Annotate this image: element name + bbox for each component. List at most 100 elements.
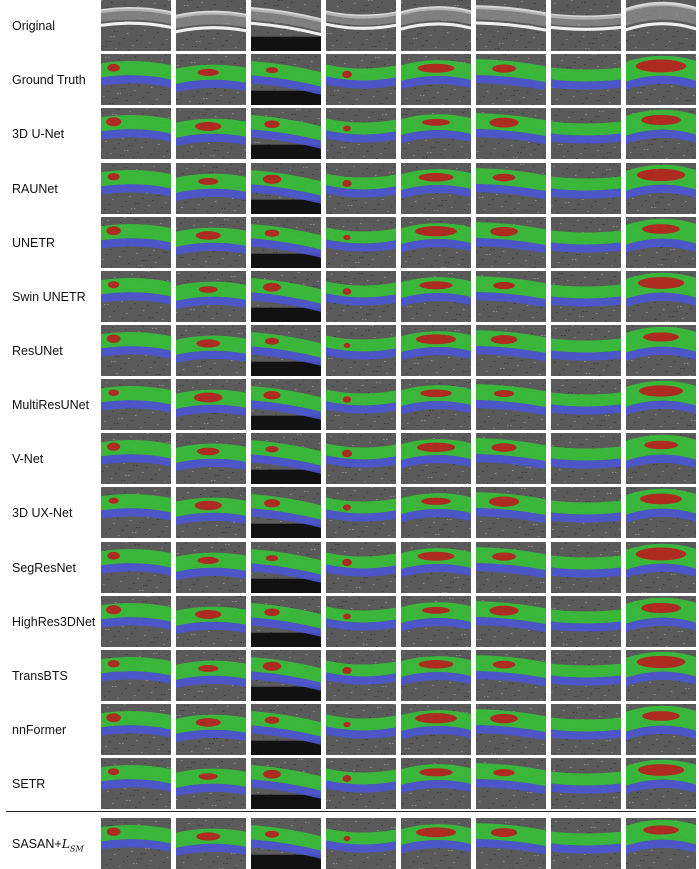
oct-segmentation-panel bbox=[476, 704, 546, 755]
row-label-text: SegResNet bbox=[12, 560, 76, 575]
oct-segmentation-panel bbox=[626, 487, 696, 538]
oct-segmentation-panel bbox=[476, 325, 546, 376]
oct-segmentation-panel bbox=[101, 108, 171, 159]
oct-segmentation-panel bbox=[551, 108, 621, 159]
oct-segmentation-panel bbox=[476, 379, 546, 430]
oct-segmentation-panel bbox=[326, 542, 396, 593]
oct-segmentation-panel bbox=[176, 108, 246, 159]
oct-segmentation-panel bbox=[401, 217, 471, 268]
oct-segmentation-panel bbox=[401, 379, 471, 430]
loss-subscript: SM bbox=[70, 844, 84, 853]
row-label: HighRes3DNet bbox=[12, 615, 95, 629]
oct-segmentation-panel bbox=[326, 271, 396, 322]
oct-segmentation-panel bbox=[251, 433, 321, 484]
oct-segmentation-panel bbox=[176, 271, 246, 322]
row-label-text: TransBTS bbox=[12, 668, 68, 683]
oct-segmentation-panel bbox=[251, 650, 321, 701]
oct-segmentation-panel bbox=[176, 325, 246, 376]
oct-segmentation-panel bbox=[551, 54, 621, 105]
oct-segmentation-panel bbox=[101, 596, 171, 647]
oct-segmentation-panel bbox=[401, 271, 471, 322]
oct-segmentation-panel bbox=[626, 163, 696, 214]
oct-segmentation-panel bbox=[476, 108, 546, 159]
oct-segmentation-panel bbox=[626, 650, 696, 701]
oct-segmentation-panel bbox=[401, 487, 471, 538]
oct-segmentation-panel bbox=[251, 271, 321, 322]
oct-segmentation-panel bbox=[326, 596, 396, 647]
row-label: UNETR bbox=[12, 236, 55, 250]
oct-segmentation-panel bbox=[326, 325, 396, 376]
oct-segmentation-panel bbox=[101, 271, 171, 322]
oct-segmentation-panel bbox=[101, 818, 171, 869]
oct-segmentation-panel bbox=[401, 108, 471, 159]
oct-segmentation-panel bbox=[101, 758, 171, 809]
oct-segmentation-panel bbox=[626, 596, 696, 647]
oct-segmentation-panel bbox=[251, 818, 321, 869]
oct-segmentation-panel bbox=[326, 433, 396, 484]
oct-segmentation-panel bbox=[251, 542, 321, 593]
oct-segmentation-panel bbox=[626, 433, 696, 484]
row-label: V-Net bbox=[12, 452, 43, 466]
oct-original-panel bbox=[176, 0, 246, 51]
oct-segmentation-panel bbox=[326, 650, 396, 701]
loss-symbol: L bbox=[61, 835, 70, 851]
oct-segmentation-panel bbox=[101, 650, 171, 701]
oct-segmentation-panel bbox=[326, 379, 396, 430]
row-label-text: MultiResUNet bbox=[12, 397, 90, 412]
oct-segmentation-panel bbox=[251, 108, 321, 159]
oct-segmentation-panel bbox=[401, 704, 471, 755]
oct-segmentation-panel bbox=[401, 54, 471, 105]
row-label-text: V-Net bbox=[12, 451, 44, 466]
oct-segmentation-panel bbox=[176, 704, 246, 755]
oct-segmentation-panel bbox=[176, 379, 246, 430]
oct-segmentation-panel bbox=[176, 163, 246, 214]
oct-segmentation-panel bbox=[326, 758, 396, 809]
row-label-text: RAUNet bbox=[12, 181, 58, 196]
oct-segmentation-panel bbox=[326, 54, 396, 105]
oct-segmentation-panel bbox=[626, 379, 696, 430]
oct-original-panel bbox=[251, 0, 321, 51]
row-label: Swin UNETR bbox=[12, 290, 86, 304]
oct-segmentation-panel bbox=[101, 542, 171, 593]
oct-segmentation-panel bbox=[176, 54, 246, 105]
oct-segmentation-panel bbox=[626, 704, 696, 755]
oct-segmentation-panel bbox=[251, 487, 321, 538]
oct-segmentation-panel bbox=[626, 54, 696, 105]
oct-segmentation-panel bbox=[176, 542, 246, 593]
row-label: MultiResUNet bbox=[12, 398, 89, 412]
oct-segmentation-panel bbox=[476, 54, 546, 105]
oct-segmentation-panel bbox=[551, 487, 621, 538]
oct-segmentation-panel bbox=[551, 650, 621, 701]
oct-original-panel bbox=[101, 0, 171, 51]
oct-segmentation-panel bbox=[101, 54, 171, 105]
oct-original-panel bbox=[551, 0, 621, 51]
oct-segmentation-panel bbox=[401, 433, 471, 484]
row-label-text: Ground Truth bbox=[12, 72, 86, 87]
oct-segmentation-panel bbox=[476, 542, 546, 593]
oct-segmentation-panel bbox=[551, 818, 621, 869]
oct-segmentation-panel bbox=[326, 487, 396, 538]
oct-segmentation-panel bbox=[551, 758, 621, 809]
oct-segmentation-panel bbox=[251, 596, 321, 647]
oct-segmentation-panel bbox=[176, 433, 246, 484]
row-label: 3D U-Net bbox=[12, 127, 64, 141]
oct-segmentation-panel bbox=[476, 487, 546, 538]
row-label-text: 3D U-Net bbox=[12, 126, 65, 141]
oct-segmentation-panel bbox=[251, 758, 321, 809]
oct-segmentation-panel bbox=[101, 704, 171, 755]
row-label: SegResNet bbox=[12, 561, 76, 575]
row-label: SETR bbox=[12, 777, 45, 791]
oct-segmentation-panel bbox=[326, 163, 396, 214]
oct-segmentation-panel bbox=[551, 704, 621, 755]
oct-segmentation-panel bbox=[551, 271, 621, 322]
oct-segmentation-panel bbox=[176, 650, 246, 701]
row-label: 3D UX-Net bbox=[12, 506, 72, 520]
oct-segmentation-panel bbox=[326, 108, 396, 159]
oct-segmentation-panel bbox=[401, 325, 471, 376]
oct-segmentation-panel bbox=[176, 758, 246, 809]
row-label-text: UNETR bbox=[12, 235, 56, 250]
oct-segmentation-panel bbox=[551, 163, 621, 214]
oct-segmentation-panel bbox=[101, 325, 171, 376]
row-label-text: 3D UX-Net bbox=[12, 505, 73, 520]
oct-segmentation-panel bbox=[251, 54, 321, 105]
